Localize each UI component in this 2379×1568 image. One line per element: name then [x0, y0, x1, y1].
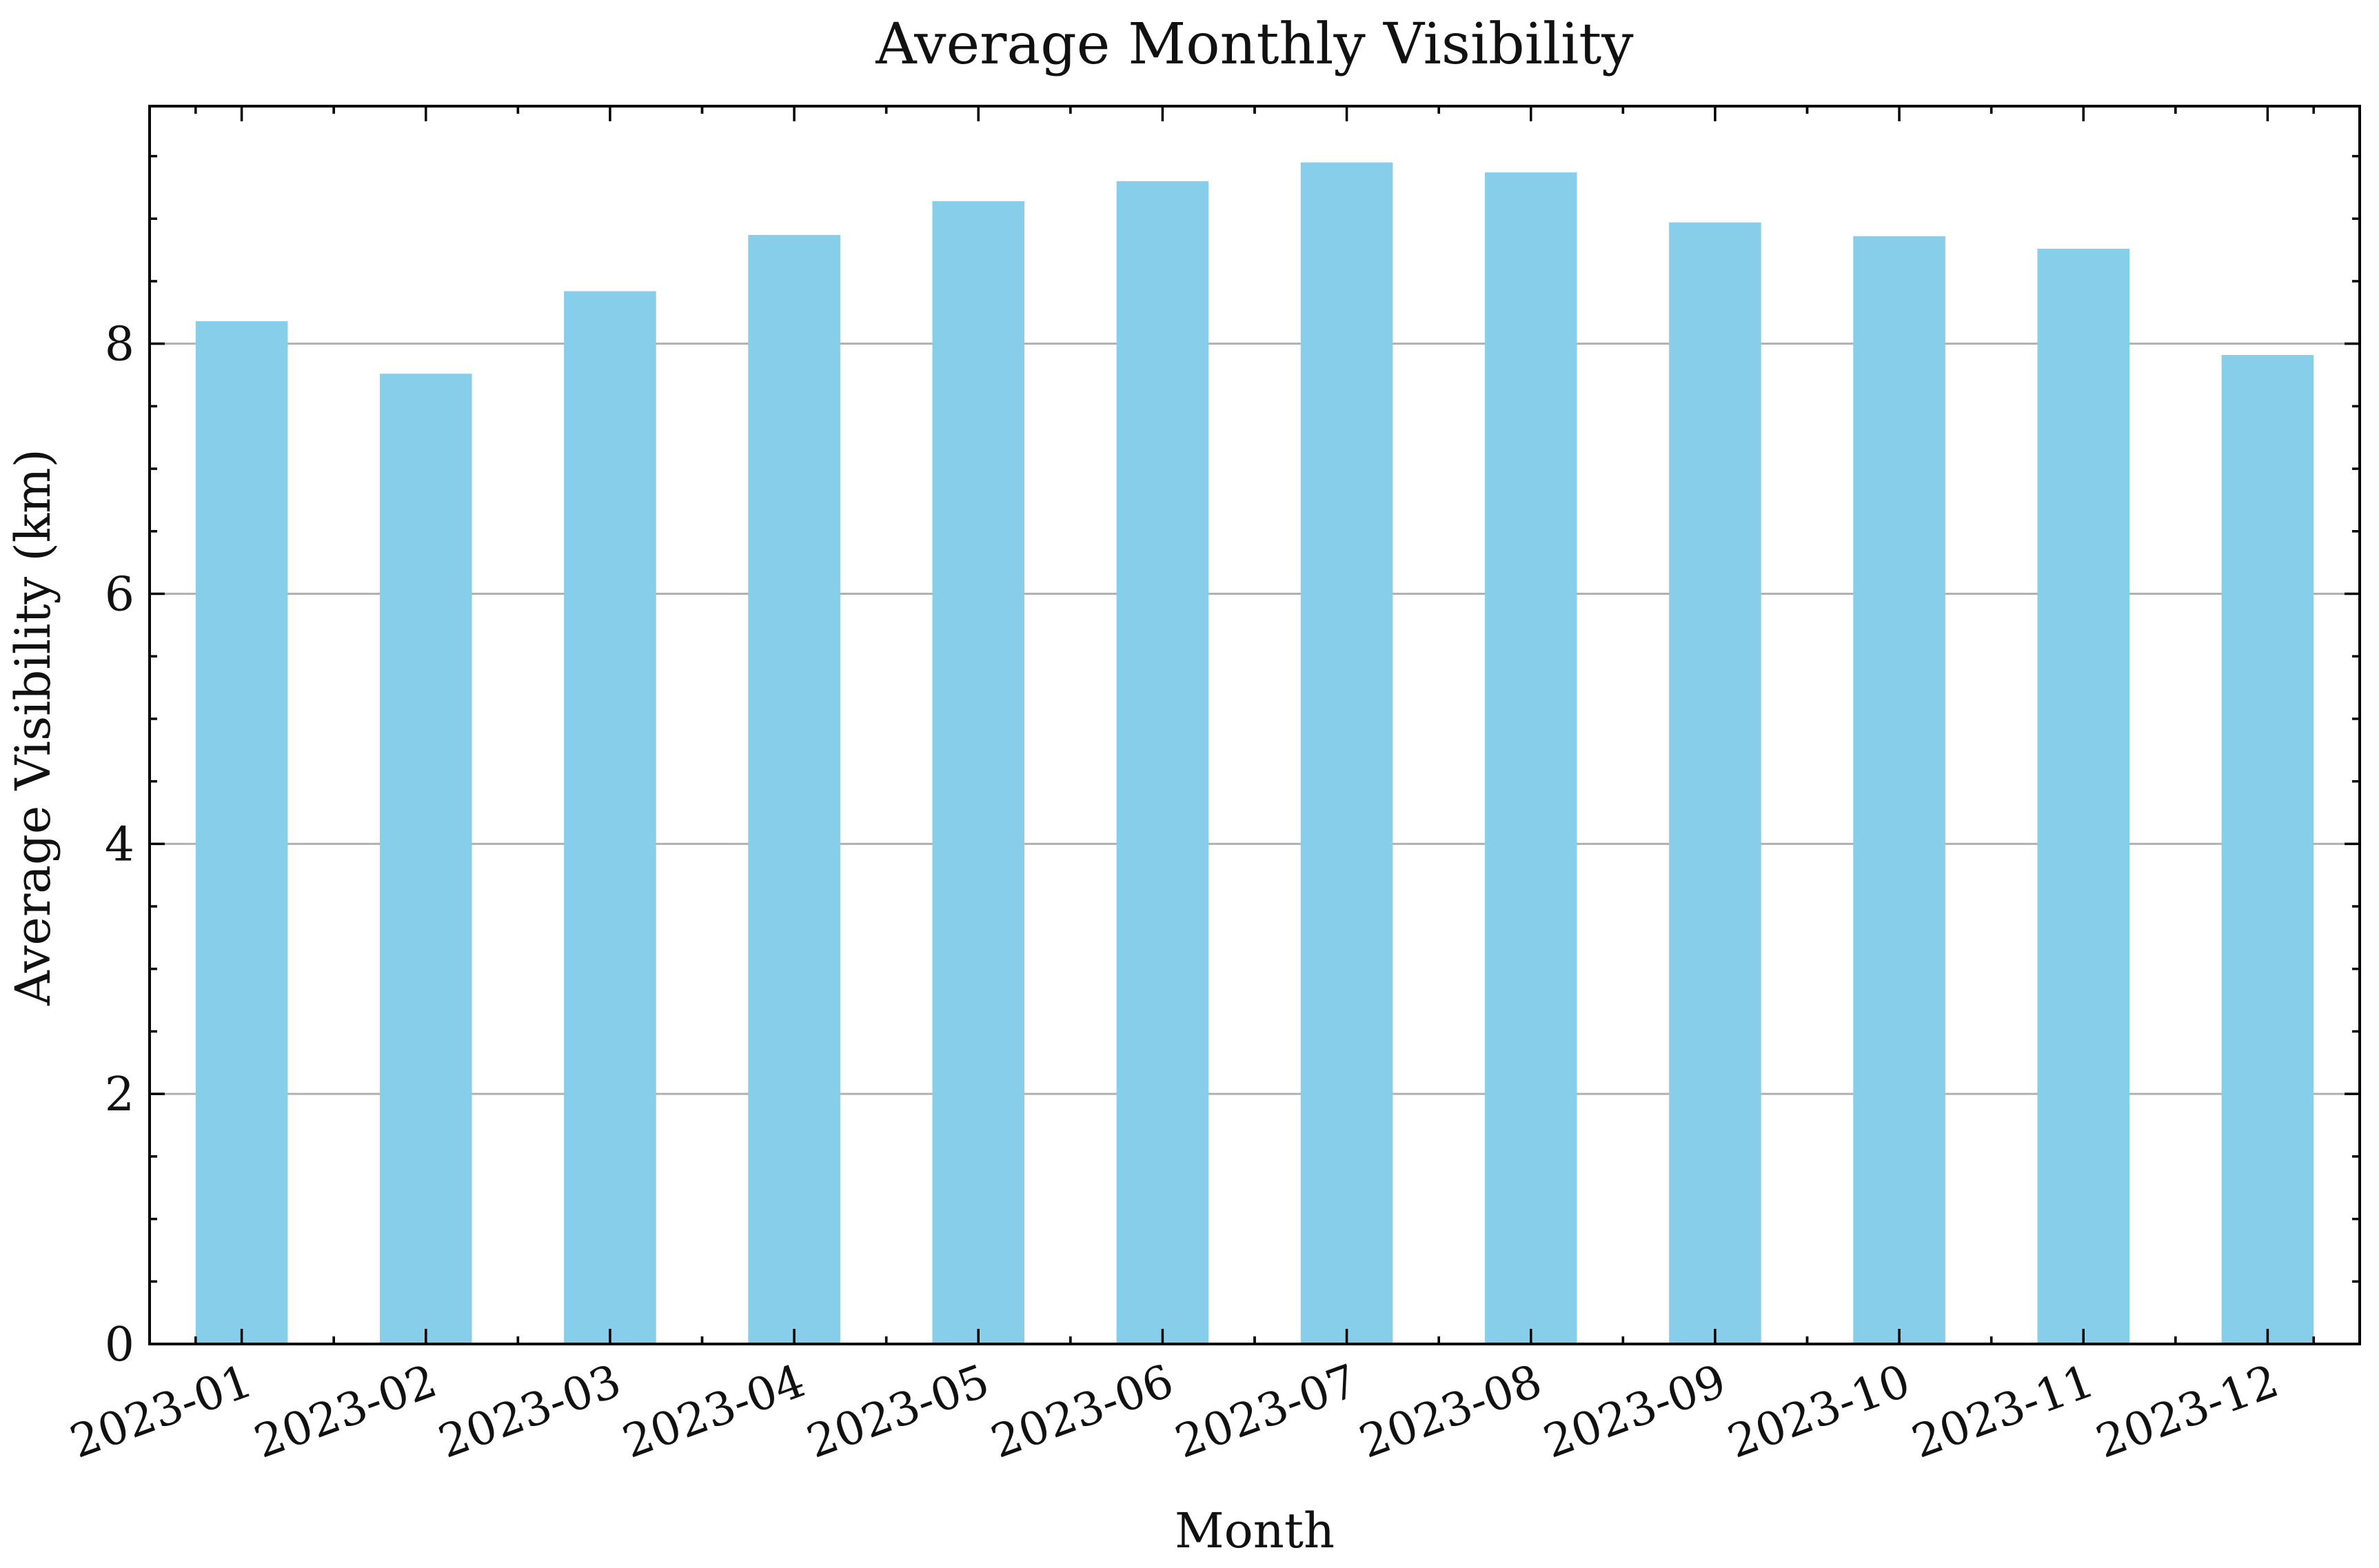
bar-2023-11	[2037, 248, 2130, 1344]
gridlines	[150, 343, 2360, 1095]
x-tick-label: 2023-10	[1721, 1354, 1917, 1469]
x-tick-label: 2023-08	[1353, 1354, 1548, 1469]
y-tick-label: 6	[105, 568, 134, 622]
x-axis-label: Month	[1175, 1503, 1335, 1559]
x-tick-label: 2023-07	[1168, 1354, 1364, 1469]
x-tick-label: 2023-05	[800, 1354, 996, 1469]
x-tick-label: 2023-06	[984, 1354, 1180, 1469]
x-tick-label: 2023-03	[432, 1354, 627, 1469]
bar-2023-01	[195, 321, 288, 1344]
bar-2023-06	[1116, 181, 1209, 1344]
bar-2023-09	[1669, 222, 1761, 1345]
y-tick-label: 0	[105, 1318, 134, 1372]
y-tick-labels: 0 2 4 6 8	[105, 318, 134, 1372]
bar-2023-10	[1853, 236, 1945, 1345]
bar-2023-12	[2221, 355, 2314, 1344]
x-tick-label: 2023-02	[247, 1354, 443, 1469]
bar-2023-03	[564, 291, 656, 1344]
bar-2023-07	[1300, 162, 1393, 1345]
bar-2023-04	[748, 234, 840, 1344]
x-tick-label: 2023-12	[2089, 1354, 2285, 1469]
bar-2023-02	[379, 374, 472, 1344]
plot-frame	[148, 105, 2361, 1345]
x-tick-label: 2023-11	[1905, 1354, 2101, 1469]
x-tick-label: 2023-04	[616, 1354, 812, 1469]
axis-ticks	[150, 106, 2360, 1345]
x-tick-labels: 2023-012023-022023-032023-042023-052023-…	[63, 1354, 2285, 1469]
y-axis-label: Average Visibility (km)	[5, 449, 61, 1006]
y-tick-label: 4	[105, 817, 134, 872]
bar-2023-08	[1484, 172, 1577, 1344]
bar-2023-05	[932, 201, 1025, 1344]
y-tick-label: 8	[105, 318, 134, 372]
chart-title: Average Monthly Visibility	[875, 12, 1634, 77]
bars	[195, 162, 2314, 1345]
x-tick-label: 2023-09	[1537, 1354, 1732, 1469]
y-tick-label: 2	[105, 1068, 134, 1122]
x-tick-label: 2023-01	[63, 1354, 259, 1469]
